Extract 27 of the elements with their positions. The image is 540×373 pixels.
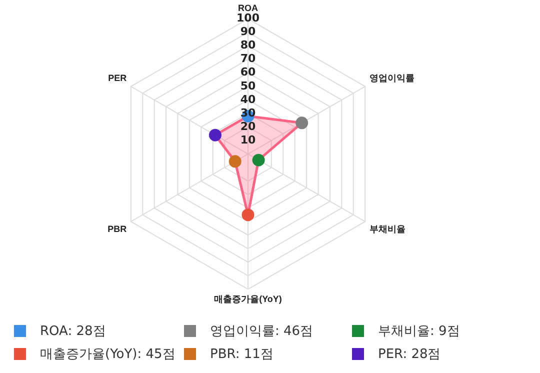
y-tick-label: 50 [240, 79, 256, 92]
y-tick-label: 70 [240, 52, 256, 66]
y-tick-label: 40 [240, 92, 256, 106]
category-label: ROA [40, 324, 68, 339]
category-label: PBR [210, 347, 236, 362]
category-label: 매출증가율(YoY) [40, 347, 138, 362]
y-tick-label: 90 [240, 25, 256, 38]
text: : 28점 [402, 347, 441, 362]
spoke-label: 영업이익률 [369, 72, 414, 83]
spoke-label: 매출증가율(YoY) [214, 294, 282, 304]
spoke-label: ROA [238, 2, 258, 13]
category-label: 부채비율 [378, 324, 430, 339]
spoke-label: 부채비율 [369, 224, 406, 234]
category-label: 영업이익률 [210, 324, 275, 339]
text: : 46점 [275, 324, 314, 339]
y-tick-label: 10 [240, 133, 256, 146]
text: : 9점 [430, 324, 460, 339]
y-tick-label: 80 [240, 38, 256, 52]
spoke-label: PBR [108, 224, 128, 234]
text: : 28점 [68, 324, 106, 339]
y-tick-label: 60 [240, 66, 256, 79]
y-tick-label: 100 [236, 12, 260, 25]
text: : 11점 [235, 347, 274, 362]
y-tick-label: 20 [240, 120, 256, 133]
category-label: PER [378, 347, 403, 362]
spoke-label: PER [108, 72, 128, 83]
text: : 45점 [137, 347, 176, 362]
